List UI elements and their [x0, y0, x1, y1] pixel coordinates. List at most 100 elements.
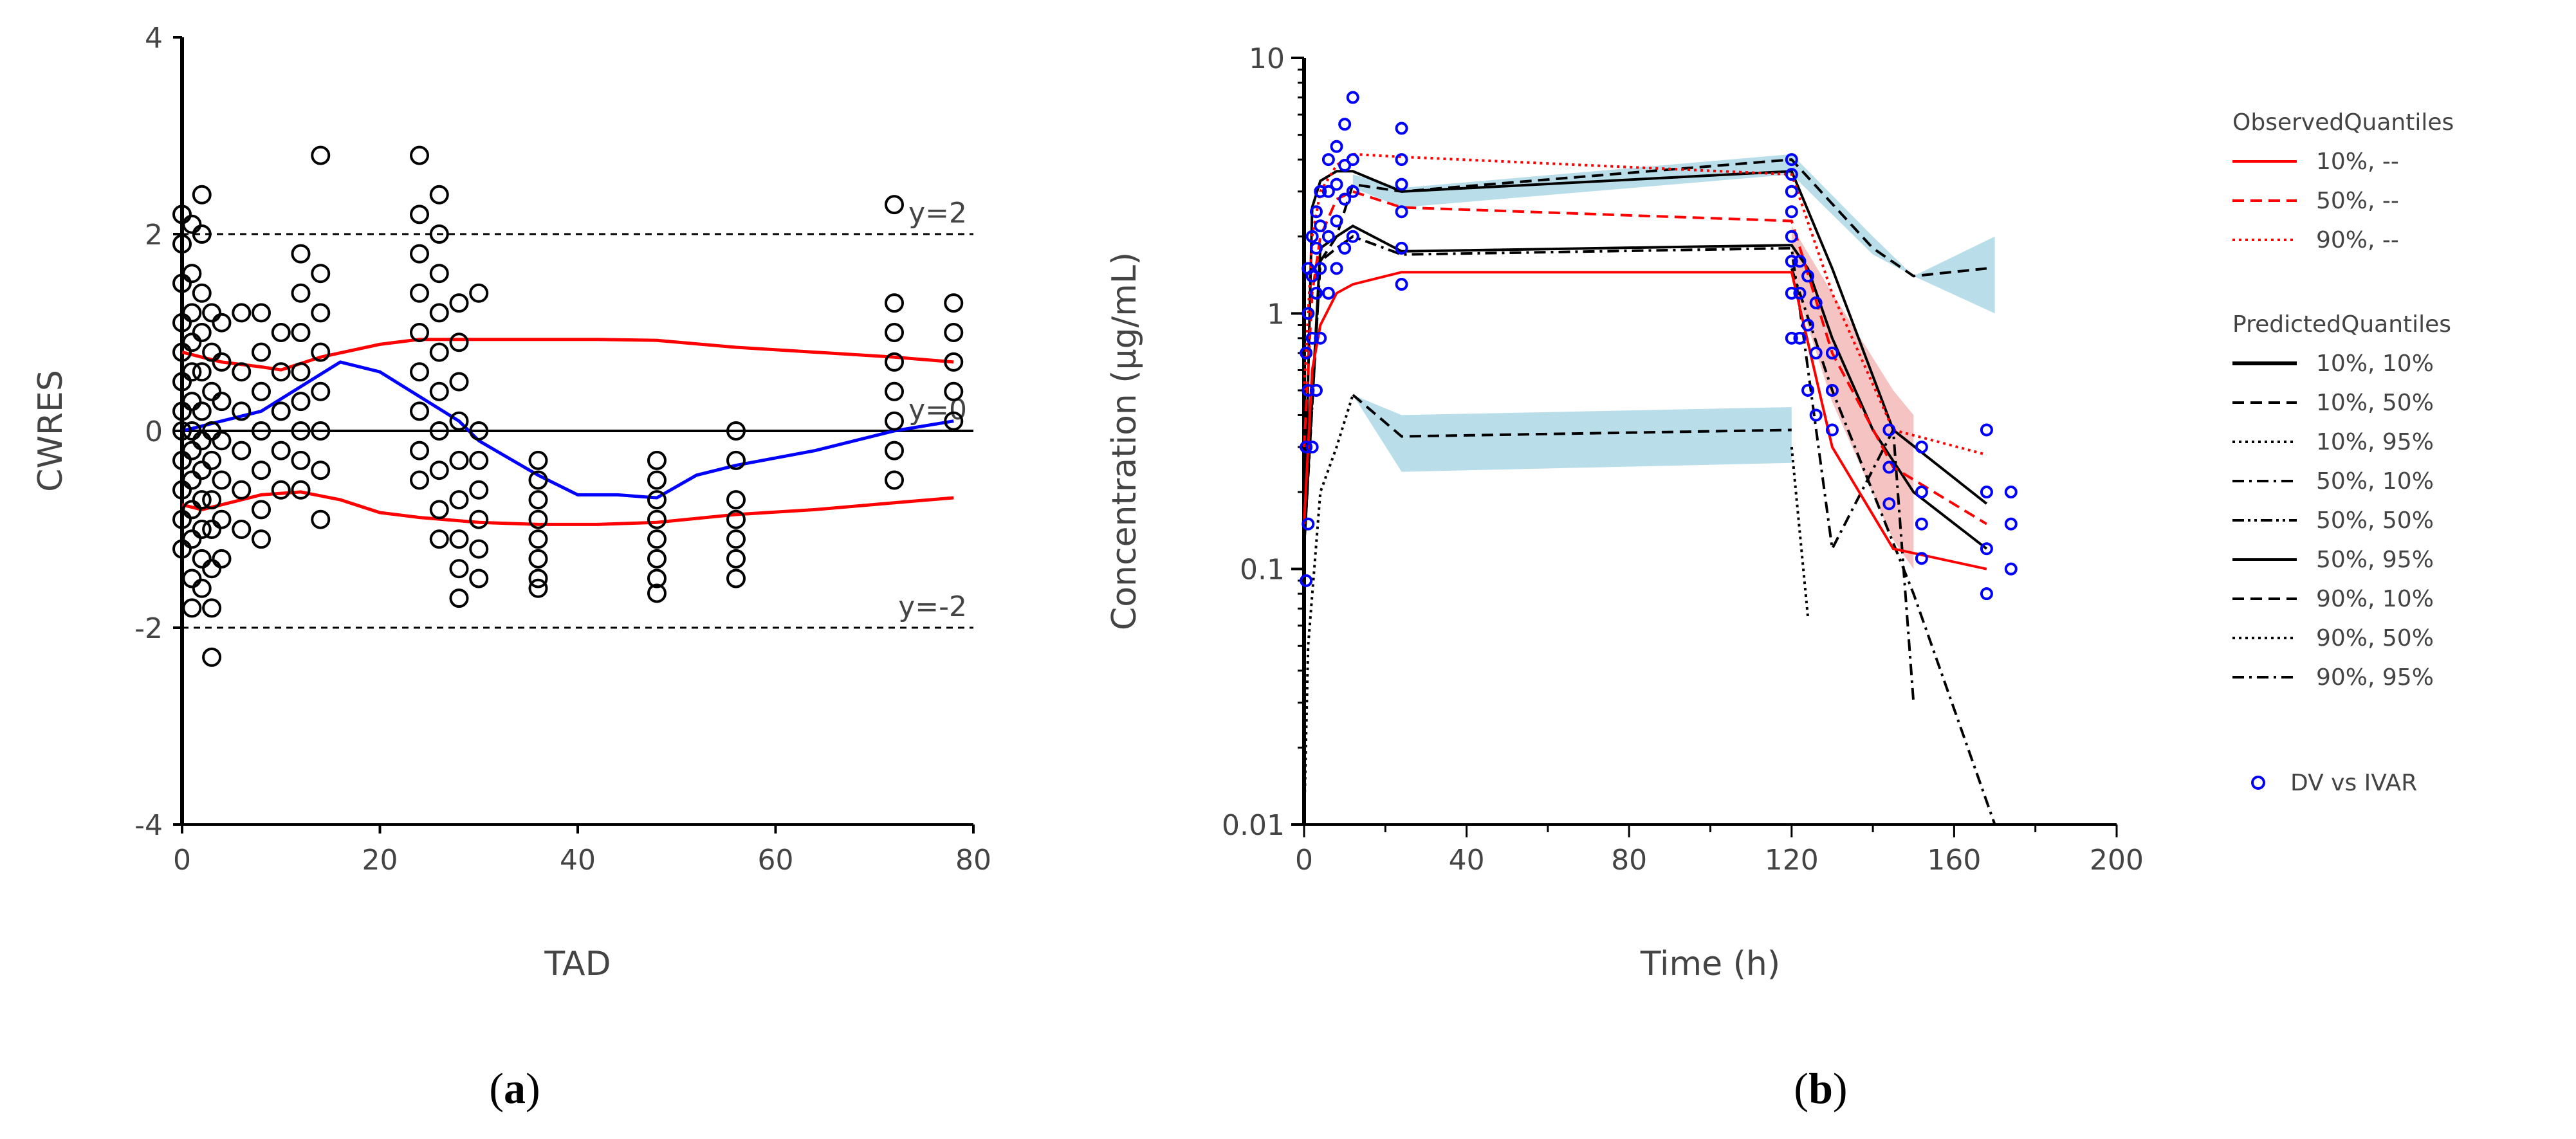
data-point	[192, 185, 212, 205]
data-point	[1825, 423, 1839, 437]
data-point	[2004, 562, 2018, 576]
data-point	[528, 578, 548, 598]
y-tick-label: -2	[134, 612, 163, 645]
data-point	[528, 509, 548, 529]
data-point	[429, 460, 449, 480]
data-point	[212, 313, 232, 333]
data-point	[271, 480, 291, 500]
legend-group-title: PredictedQuantiles	[2232, 311, 2451, 338]
data-point	[469, 450, 489, 470]
data-point	[1785, 255, 1798, 268]
data-point	[726, 569, 746, 588]
data-point	[885, 441, 904, 460]
data-point	[252, 460, 271, 480]
data-point	[1785, 205, 1798, 219]
data-point	[1915, 517, 1928, 531]
data-point	[1305, 230, 1319, 243]
data-point	[885, 381, 904, 401]
data-point	[202, 342, 222, 362]
data-point	[182, 214, 202, 234]
data-point	[232, 362, 252, 382]
data-point	[1793, 286, 1807, 300]
y-tick-label: 2	[145, 219, 163, 251]
data-point	[429, 529, 449, 549]
data-point	[469, 539, 489, 559]
data-point	[944, 293, 964, 313]
data-point	[232, 303, 252, 323]
legend-label: 10%, --	[2316, 149, 2399, 175]
data-point	[1302, 307, 1315, 320]
data-point	[2004, 517, 2018, 531]
data-point	[271, 401, 291, 421]
data-point	[1395, 122, 1408, 135]
data-point	[410, 323, 429, 342]
data-point	[182, 421, 202, 441]
data-point	[449, 372, 469, 392]
y-tick-label: 4	[145, 22, 163, 55]
data-point	[172, 234, 192, 254]
data-point	[311, 342, 331, 362]
data-point	[182, 362, 202, 382]
data-point	[449, 333, 469, 352]
data-point	[1338, 118, 1352, 131]
data-point	[202, 490, 222, 510]
data-point	[1825, 383, 1839, 397]
legend-label: 10%, 10%	[2316, 351, 2434, 377]
data-point	[192, 401, 212, 421]
panel-b-vpc-plot: 0.01 0.1 1 10 0 40 80 120 160 200 Time (h) Concentr…	[1105, 42, 2144, 983]
data-point	[449, 588, 469, 608]
legend-label: 90%, 10%	[2316, 586, 2434, 612]
data-point	[182, 392, 202, 412]
data-point	[1395, 153, 1408, 167]
data-point	[1309, 205, 1323, 219]
data-point	[291, 362, 311, 382]
predicted-quantile-line	[1352, 394, 1792, 438]
data-point	[469, 283, 489, 303]
data-point	[252, 381, 271, 401]
data-point	[311, 264, 331, 284]
panel-a-label: (a)	[489, 1064, 540, 1113]
data-point	[429, 264, 449, 284]
data-point	[271, 323, 291, 342]
data-point	[726, 421, 746, 441]
data-point	[182, 303, 202, 323]
data-point	[291, 323, 311, 342]
observed-quantile-line	[1303, 271, 1987, 570]
panel-b-legend: ObservedQuantiles 10%, -- 50%, -- 90%, -- Pr…	[2232, 109, 2454, 796]
legend-label: DV vs IVAR	[2290, 770, 2417, 796]
data-point	[410, 362, 429, 382]
data-point	[172, 480, 192, 500]
x-tick-label: 0	[1295, 844, 1313, 877]
legend-label: 50%, --	[2316, 188, 2399, 214]
y-tick-label: 10	[1249, 42, 1285, 75]
data-point	[192, 578, 212, 598]
x-tick-label: 160	[1927, 844, 1981, 877]
y-tick-label: -4	[134, 809, 163, 842]
data-point	[944, 411, 964, 431]
data-point	[885, 323, 904, 342]
data-point	[212, 352, 232, 372]
data-point	[1395, 241, 1408, 255]
data-point	[1300, 574, 1313, 587]
data-point	[1321, 185, 1335, 198]
data-point	[192, 224, 212, 244]
data-point	[212, 509, 232, 529]
data-point	[1395, 178, 1408, 191]
data-point	[429, 500, 449, 520]
data-point	[232, 441, 252, 460]
data-point	[528, 470, 548, 490]
x-tick-label: 120	[1765, 844, 1819, 877]
data-point	[944, 323, 964, 342]
data-point	[944, 352, 964, 372]
data-point	[311, 381, 331, 401]
data-point	[1338, 192, 1352, 206]
data-point	[726, 450, 746, 470]
data-point	[311, 509, 331, 529]
data-point	[1330, 178, 1343, 191]
legend-label: 90%, --	[2316, 227, 2399, 253]
data-point	[1785, 286, 1798, 300]
legend-label: 10%, 95%	[2316, 429, 2434, 455]
x-tick-label: 200	[2090, 844, 2144, 877]
